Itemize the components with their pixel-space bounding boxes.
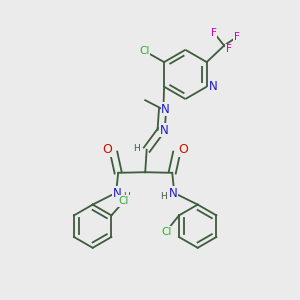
Text: O: O (102, 143, 112, 157)
Text: F: F (211, 28, 217, 38)
Text: F: F (234, 32, 240, 42)
Text: N: N (169, 187, 178, 200)
Text: N: N (112, 187, 122, 200)
Text: O: O (178, 143, 188, 157)
Text: N: N (161, 103, 170, 116)
Text: H: H (134, 144, 140, 153)
Text: F: F (226, 44, 232, 54)
Text: N: N (209, 80, 218, 93)
Text: N: N (160, 124, 169, 137)
Text: Cl: Cl (140, 46, 150, 56)
Text: Cl: Cl (119, 196, 129, 206)
Text: H: H (123, 192, 130, 201)
Text: H: H (160, 192, 166, 201)
Text: Cl: Cl (161, 227, 172, 237)
